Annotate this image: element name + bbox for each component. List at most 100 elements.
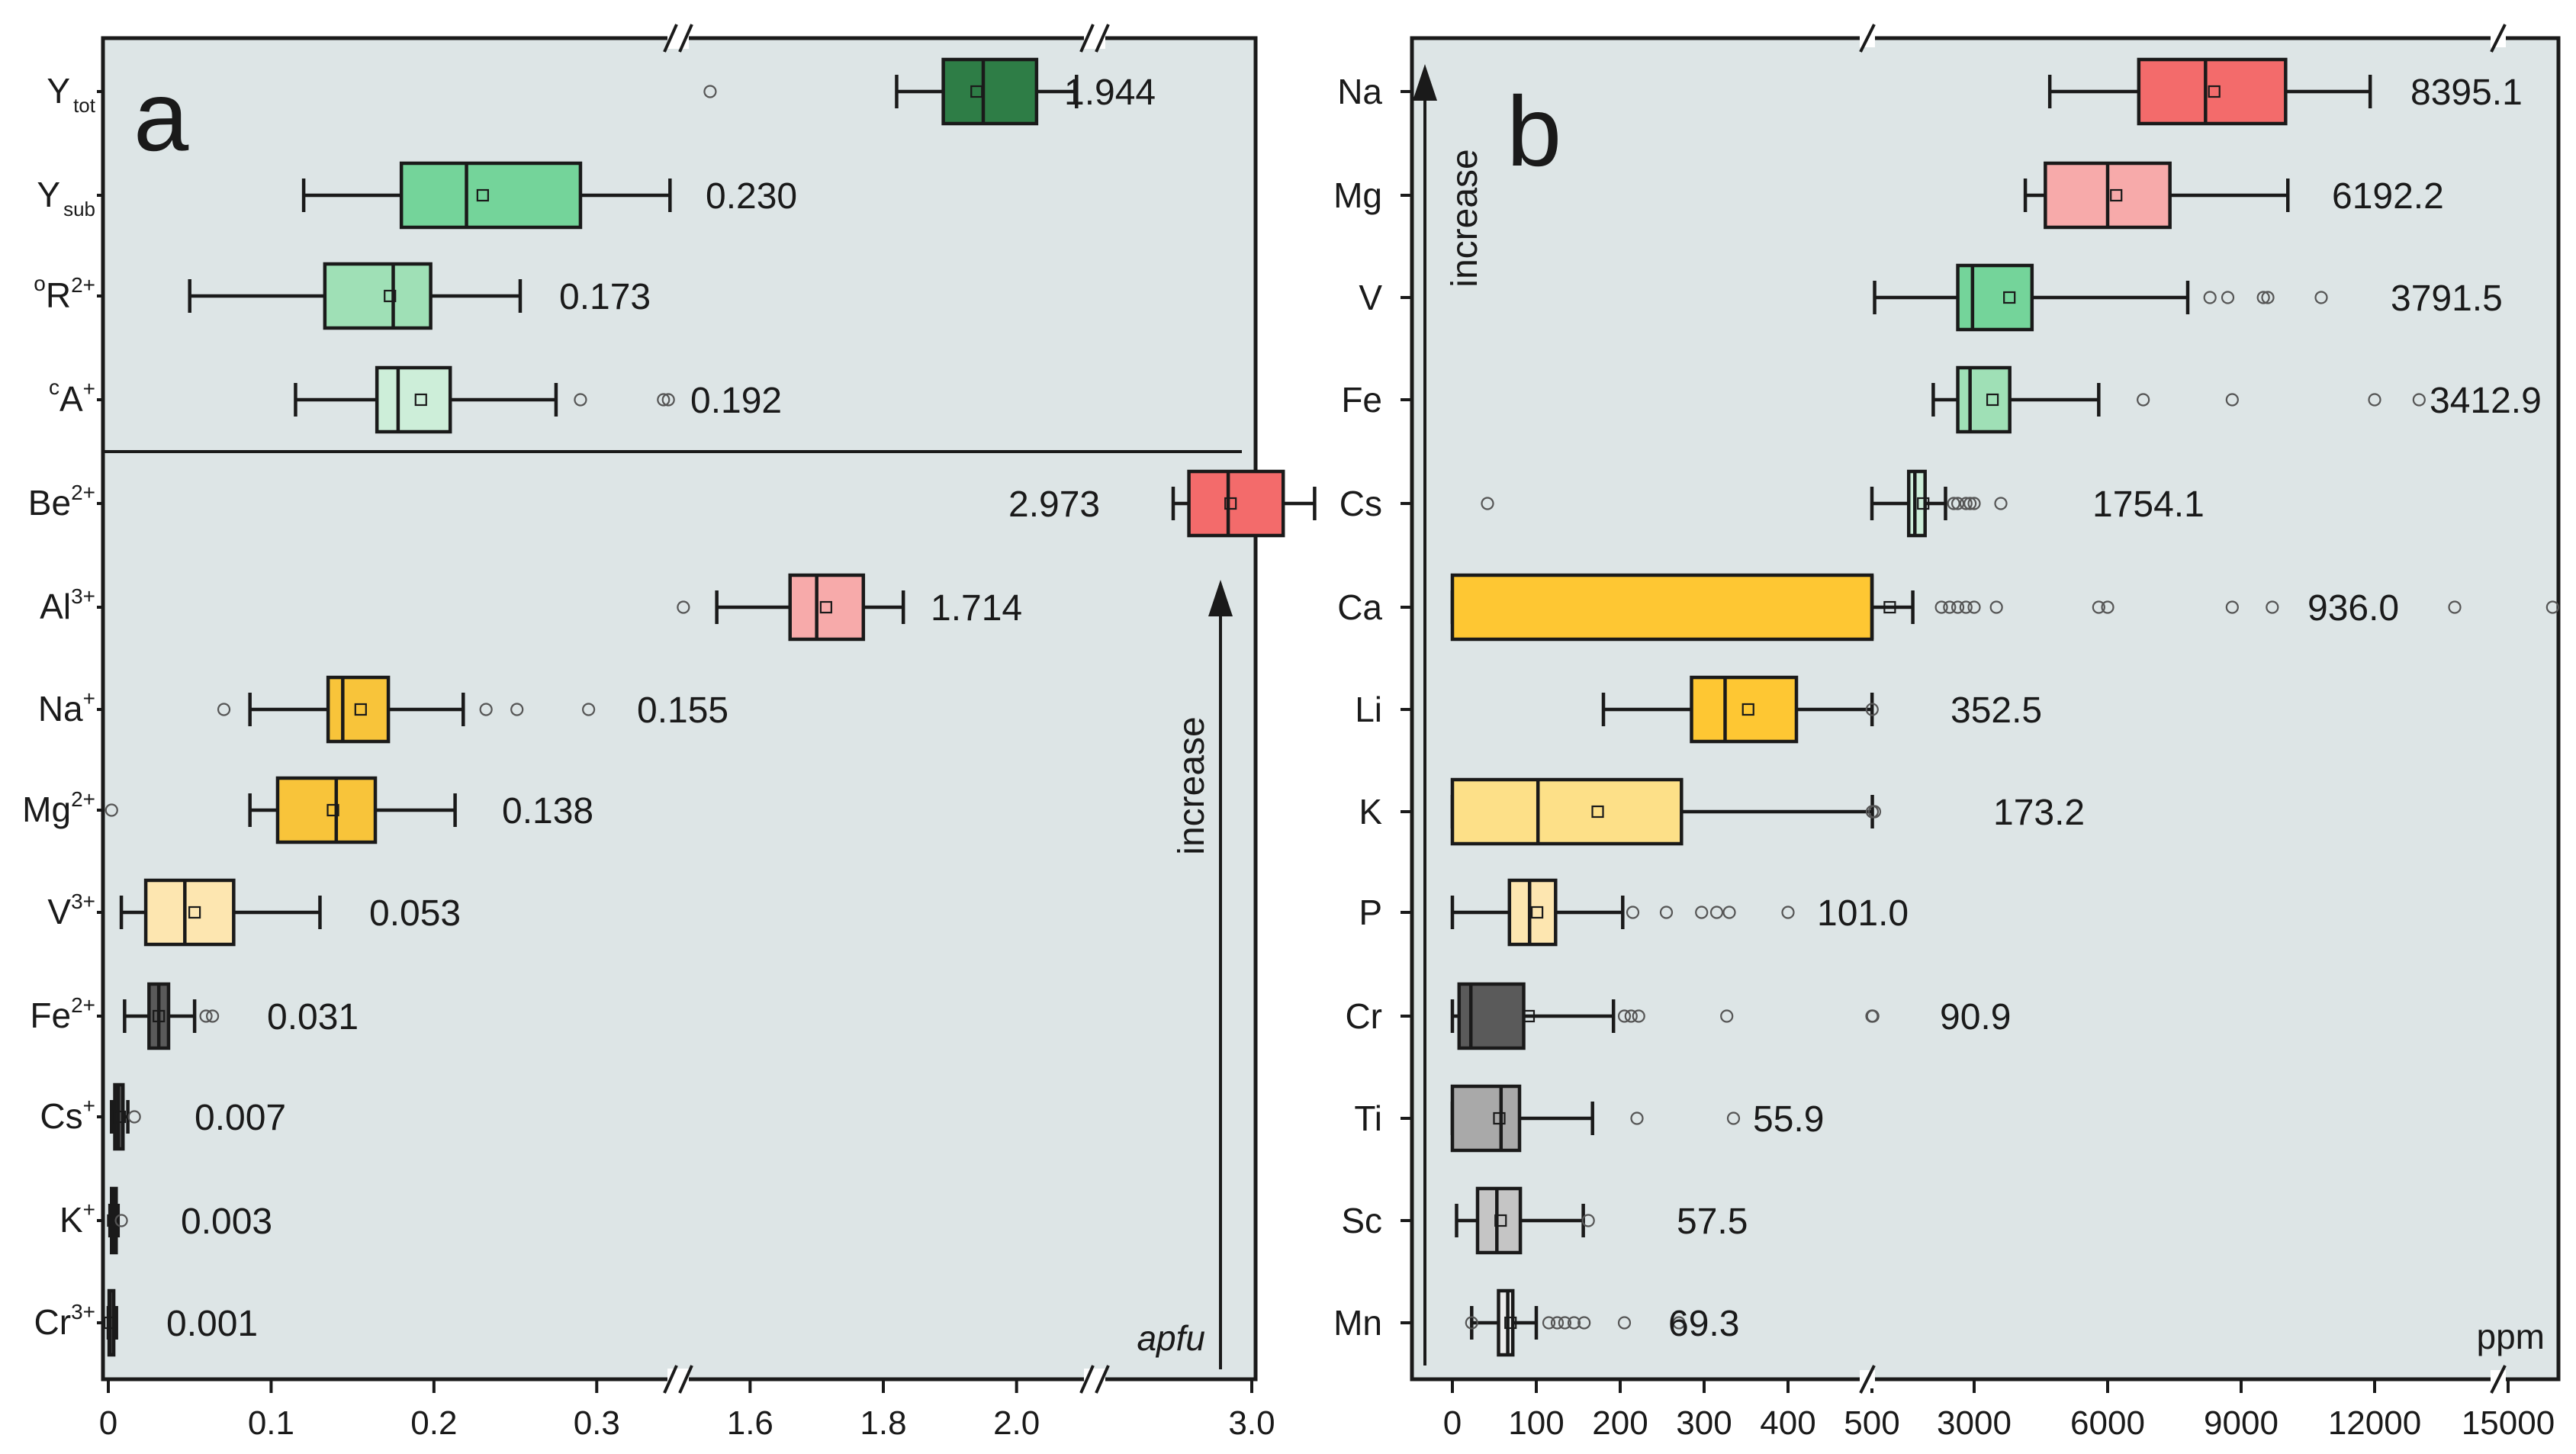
b-ca-5-outlier xyxy=(2101,600,2115,614)
axis-break-b-0-line xyxy=(1859,24,1876,53)
b-k-7-box xyxy=(1450,777,1684,846)
a-na--6-outlier xyxy=(479,703,493,716)
b-cr-9-mean-marker xyxy=(1522,1009,1536,1023)
value-label-a-12: 0.001 xyxy=(166,1304,258,1344)
b-ti-10-box xyxy=(1450,1084,1522,1153)
b-ca-5-outlier xyxy=(1989,600,2003,614)
x-tick-label-b-2: 200 xyxy=(1592,1404,1648,1442)
b-mn-12-outlier xyxy=(1558,1316,1571,1330)
a-cr-3-12-series xyxy=(104,1288,118,1357)
a-k--11-mean-marker xyxy=(107,1214,120,1227)
a-v-3-8-series xyxy=(119,878,322,947)
row-label-b-12: Mn xyxy=(1333,1303,1382,1343)
value-label-a-4: 2.973 xyxy=(1008,484,1100,525)
value-label-b-5: 936.0 xyxy=(2307,588,2399,629)
x-tick-label-b-7: 6000 xyxy=(2070,1404,2145,1442)
axis-break-b-3-line xyxy=(2490,1365,2507,1394)
b-v-2-outlier xyxy=(2261,291,2275,304)
value-label-a-7: 0.138 xyxy=(502,791,593,832)
b-ca-5-outlier xyxy=(2545,600,2559,614)
a-mg-2-7-series xyxy=(105,776,457,844)
value-label-a-8: 0.053 xyxy=(369,893,461,934)
axis-break-a-3-l2 xyxy=(1095,1365,1110,1394)
b-sc-11-outlier xyxy=(1581,1214,1595,1227)
a-fe-2-9-outlier xyxy=(199,1009,213,1023)
value-label-b-10: 55.9 xyxy=(1753,1099,1824,1140)
a-fe-2-9-series xyxy=(123,982,220,1050)
panel-b-letter: b xyxy=(1507,76,1561,187)
a-na--6-box xyxy=(326,675,391,744)
a-na--6-series xyxy=(217,675,596,744)
axis-break-a-2-l1 xyxy=(663,1365,678,1394)
increase-label-a: increase xyxy=(1172,716,1212,854)
b-ca-5-outlier xyxy=(2092,600,2105,614)
b-fe-3-outlier xyxy=(2412,393,2426,407)
x-tick-label-b-9: 12000 xyxy=(2328,1404,2421,1442)
b-mn-12-outlier xyxy=(1550,1316,1565,1330)
x-tick-label-a-5: 1.8 xyxy=(860,1404,906,1442)
a-be-2-4-outlier xyxy=(1481,497,1494,510)
row-label-a-7: Mg2+ xyxy=(22,787,95,829)
b-fe-3-outlier xyxy=(2137,393,2150,407)
b-cr-9-outlier xyxy=(1624,1009,1638,1023)
value-label-a-11: 0.003 xyxy=(181,1201,272,1242)
value-label-a-9: 0.031 xyxy=(267,997,359,1037)
increase-arrowhead-b xyxy=(1413,64,1437,101)
x-tick-label-a-3: 0.3 xyxy=(574,1404,620,1442)
a-y-1-mean-marker xyxy=(476,188,489,202)
a-be-2-4-mean-marker xyxy=(1224,497,1237,510)
row-label-b-5: Ca xyxy=(1337,587,1382,627)
a-al-3-5-series xyxy=(677,573,905,642)
b-p-8-series xyxy=(1450,878,1795,947)
b-cs-4-outlier xyxy=(1994,497,2008,510)
a-a--3-series xyxy=(294,365,675,434)
row-label-b-0: Na xyxy=(1337,72,1382,111)
row-label-b-4: Cs xyxy=(1339,484,1382,523)
value-label-b-12: 69.3 xyxy=(1668,1304,1739,1344)
a-cs--10-series xyxy=(110,1082,141,1151)
x-tick-label-b-0: 0 xyxy=(1443,1404,1462,1442)
b-v-2-outlier xyxy=(2203,291,2217,304)
a-y-0-series xyxy=(703,57,1079,126)
value-label-b-11: 57.5 xyxy=(1677,1201,1748,1242)
value-label-a-2: 0.173 xyxy=(559,277,651,317)
value-label-a-3: 0.192 xyxy=(690,381,782,421)
a-mg-2-7-outlier xyxy=(105,803,118,817)
b-na-0-box xyxy=(2137,57,2288,126)
axis-break-b-1-line xyxy=(2490,24,2507,53)
value-label-a-1: 0.230 xyxy=(706,176,797,217)
a-a--3-outlier xyxy=(574,393,587,407)
value-label-b-8: 101.0 xyxy=(1817,893,1909,934)
b-ti-10-outlier xyxy=(1726,1111,1741,1125)
value-label-a-0: 1.944 xyxy=(1064,72,1156,113)
row-label-b-9: Cr xyxy=(1345,996,1382,1036)
x-tick-label-b-6: 3000 xyxy=(1937,1404,2012,1442)
b-ca-5-outlier xyxy=(1959,600,1973,614)
value-label-a-6: 0.155 xyxy=(637,690,728,731)
x-tick-label-a-7: 3.0 xyxy=(1228,1404,1275,1442)
b-v-2-outlier xyxy=(2256,291,2270,304)
b-cs-4-box xyxy=(1906,469,1927,538)
b-mg-1-mean-marker xyxy=(2110,188,2123,202)
a-v-3-8-mean-marker xyxy=(188,906,201,919)
b-mn-12-series xyxy=(1465,1288,1686,1357)
row-label-a-11: K+ xyxy=(59,1198,95,1240)
value-label-b-1: 6192.2 xyxy=(2332,176,2444,217)
b-cs-4-mean-marker xyxy=(1917,497,1930,510)
a-cs--10-mean-marker xyxy=(113,1110,127,1124)
a-k--11-outlier xyxy=(114,1214,128,1227)
b-sc-11-mean-marker xyxy=(1494,1214,1507,1227)
row-label-a-8: V3+ xyxy=(47,889,95,931)
b-k-7-mean-marker xyxy=(1591,805,1604,819)
b-cr-9-outlier xyxy=(1720,1009,1734,1023)
value-label-a-10: 0.007 xyxy=(195,1098,286,1138)
x-tick-label-b-8: 9000 xyxy=(2204,1404,2279,1442)
b-cr-9-outlier xyxy=(1866,1009,1880,1023)
b-li-6-box xyxy=(1690,675,1799,744)
b-ca-5-outlier xyxy=(2266,600,2279,614)
a-fe-2-9-mean-marker xyxy=(153,1009,166,1023)
a-r-2-2-mean-marker xyxy=(384,289,397,303)
a-mg-2-7-mean-marker xyxy=(326,803,339,817)
